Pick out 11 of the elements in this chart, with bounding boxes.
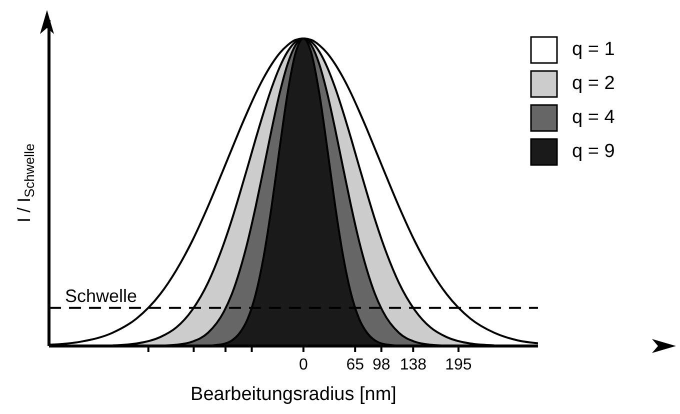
legend-label: q = 4	[572, 107, 615, 129]
legend-label: q = 9	[572, 141, 615, 163]
ref-line-label: Schwelle	[65, 286, 138, 306]
x-tick-label: 138	[400, 356, 427, 374]
x-tick-label: 98	[372, 356, 390, 374]
x-tick-label: 0	[298, 356, 308, 374]
x-tick-label: 65	[346, 356, 364, 374]
x-tick-label: 195	[445, 356, 472, 374]
x-axis-title: Bearbeitungsradius [nm]	[190, 384, 396, 405]
legend-label: q = 2	[572, 73, 615, 95]
legend-label: q = 1	[572, 39, 615, 61]
